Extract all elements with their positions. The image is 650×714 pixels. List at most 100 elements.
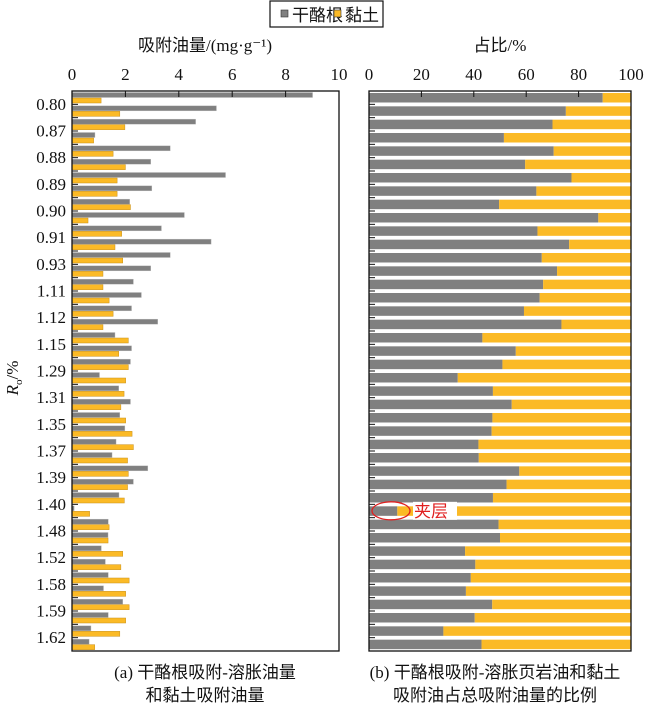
kerogen-bar	[71, 212, 185, 218]
clay-share-bar	[500, 533, 631, 543]
kerogen-share-bar	[369, 159, 526, 170]
kerogen-bar	[71, 478, 134, 485]
kerogen-bar	[71, 172, 226, 178]
kerogen-share-bar	[369, 559, 476, 570]
y-tick-label: 0.90	[36, 202, 66, 221]
clay-bar	[71, 217, 89, 224]
kerogen-bar	[71, 92, 313, 98]
clay-share-bar	[465, 586, 631, 596]
left-x-tick-label: 10	[331, 65, 348, 84]
kerogen-share-bar	[369, 373, 458, 383]
clay-share-bar	[602, 93, 631, 103]
kerogen-share-bar	[369, 106, 566, 116]
y-tick-label: 0.80	[36, 95, 66, 114]
interlayer-ellipse	[371, 501, 411, 521]
y-tick-label: 1.59	[36, 602, 66, 621]
clay-bar	[71, 431, 133, 437]
kerogen-share-bar	[369, 533, 500, 543]
right-x-tick-label: 20	[413, 65, 430, 84]
kerogen-share-bar	[369, 239, 570, 250]
clay-share-bar	[503, 133, 631, 143]
kerogen-bar	[71, 318, 158, 325]
kerogen-share-bar	[369, 479, 507, 490]
kerogen-bar	[71, 585, 104, 592]
clay-bar	[71, 284, 104, 290]
left-panel: 0 2 4 6 8 10	[68, 65, 348, 652]
y-tick-label: 0.91	[36, 228, 66, 247]
clay-bar	[71, 631, 121, 637]
kerogen-share-bar	[369, 266, 558, 276]
clay-bar	[71, 124, 126, 130]
clay-share-bar	[397, 506, 631, 516]
clay-bar	[71, 604, 130, 610]
clay-bar	[71, 244, 116, 250]
interlayer-annotation: 夹层	[414, 502, 448, 521]
kerogen-share-bar	[369, 293, 540, 303]
clay-bar	[71, 404, 122, 410]
kerogen-share-bar	[369, 119, 553, 130]
y-tick-label: 1.52	[36, 548, 66, 567]
clay-share-bar	[553, 146, 631, 156]
kerogen-bar	[71, 345, 132, 352]
legend-box	[269, 0, 384, 28]
kerogen-bar	[71, 492, 120, 498]
kerogen-bar	[71, 518, 109, 525]
kerogen-share-bar	[369, 186, 537, 196]
clay-share-bar	[482, 333, 631, 343]
clay-bar	[71, 524, 110, 530]
clay-share-bar	[492, 599, 631, 610]
clay-bar	[71, 484, 128, 490]
clay-bar	[71, 164, 126, 170]
y-tick-label: 1.37	[36, 442, 66, 461]
kerogen-bar	[71, 385, 119, 392]
clay-share-bar	[511, 399, 631, 410]
kerogen-bar	[71, 238, 212, 245]
kerogen-share-bar	[369, 493, 493, 503]
y-tick-label: 0.93	[36, 255, 66, 274]
clay-bar	[71, 297, 110, 304]
right-panel: 0 20 40 60 80 100 夹层	[365, 65, 644, 652]
clay-bar	[71, 364, 129, 370]
kerogen-bar	[71, 265, 151, 272]
kerogen-bar	[71, 158, 151, 165]
kerogen-bar	[71, 185, 153, 192]
clay-share-bar	[481, 639, 631, 650]
legend-label-kerogen: 干酪根	[292, 6, 343, 25]
clay-bar	[71, 257, 123, 264]
kerogen-bar	[71, 105, 217, 112]
y-tick-label: 1.62	[36, 628, 66, 647]
kerogen-share-bar	[369, 333, 483, 343]
y-tick-label: 1.48	[36, 522, 66, 541]
y-tick-label: 1.29	[36, 362, 66, 381]
kerogen-bar	[71, 545, 102, 552]
kerogen-share-bar	[369, 319, 562, 330]
legend-swatch-kerogen	[280, 9, 289, 18]
clay-share-bar	[519, 466, 631, 476]
kerogen-share-bar	[369, 226, 538, 236]
y-axis-title-main: R	[3, 384, 22, 396]
left-x-axis-title: 吸附油量/(mg·g⁻¹)	[138, 36, 272, 55]
clay-bar	[71, 351, 119, 357]
clay-bar	[71, 204, 131, 210]
clay-share-bar	[569, 239, 631, 250]
y-tick-label: 1.35	[36, 415, 66, 434]
y-tick-label: 1.15	[36, 335, 66, 354]
kerogen-share-bar	[369, 586, 466, 596]
clay-share-bar	[502, 359, 631, 370]
kerogen-share-bar	[369, 93, 603, 103]
y-tick-label: 0.89	[36, 175, 66, 194]
kerogen-share-bar	[369, 466, 520, 476]
clay-bar	[71, 457, 128, 464]
kerogen-bar	[71, 612, 109, 618]
clay-share-bar	[492, 493, 631, 503]
clay-share-bar	[515, 346, 631, 356]
right-x-tick-label: 0	[365, 65, 374, 84]
y-axis-title-sub: o	[13, 379, 25, 385]
kerogen-share-bar	[369, 613, 475, 623]
y-tick-label: 0.88	[36, 148, 66, 167]
kerogen-bar	[71, 118, 196, 125]
clay-share-bar	[475, 559, 631, 570]
y-tick-label: 1.40	[36, 495, 66, 514]
y-tick-label: 1.39	[36, 468, 66, 487]
clay-bar	[71, 617, 126, 624]
